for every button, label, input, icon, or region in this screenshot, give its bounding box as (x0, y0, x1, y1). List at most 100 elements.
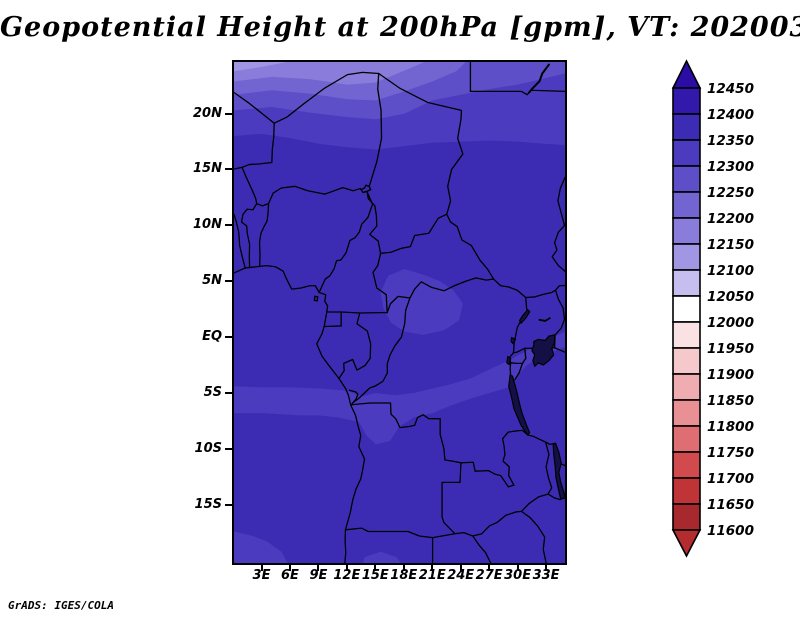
lon-tick-label: 3E (252, 568, 271, 583)
lon-tick-mark (431, 565, 434, 571)
border-sudan-car (447, 214, 494, 279)
lake-tanganyika (509, 375, 530, 435)
lon-tick-label: 18E (390, 568, 418, 583)
colorbar-box (672, 165, 701, 193)
border-car-drc (410, 278, 494, 298)
lat-tick-mark (225, 112, 232, 115)
border-algeria-niger-libya (274, 72, 379, 123)
colorbar-tick-label: 12050 (707, 289, 754, 305)
border-caprivi-zambezi (455, 533, 473, 536)
colorbar-box (672, 503, 701, 531)
lake-chad (361, 185, 370, 192)
border-sudan-drc (494, 279, 526, 297)
colorbar-box (672, 451, 701, 479)
lat-tick-label: 10N (193, 217, 222, 233)
lat-tick-mark (225, 447, 232, 450)
lon-tick-label: 21E (418, 568, 446, 583)
colorbar-tick-label: 12000 (707, 315, 754, 331)
colorbar-box (672, 295, 701, 323)
colorbar-box (672, 139, 701, 167)
colorbar-box (672, 243, 701, 271)
border-eq-guinea (325, 312, 341, 327)
border-nigeria-cameroon (319, 191, 372, 292)
colorbar: 12450 12400 12350 12300 12250 12200 12150 12100… (671, 59, 754, 558)
border-egypt-sudan (470, 90, 565, 94)
contour-band-12150-12200 (234, 62, 425, 85)
colorbar-tick-label: 11850 (707, 393, 754, 409)
colorbar-box (672, 217, 701, 245)
border-zimbabwe-mozambique (521, 511, 546, 563)
lon-tick-mark (516, 565, 519, 571)
border-cameroon-south (327, 312, 388, 313)
lat-tick-label: 15N (193, 161, 222, 177)
colorbar-box (672, 373, 701, 401)
border-zambia-mozambique (521, 494, 547, 511)
contour-bands-layer (234, 62, 565, 563)
colorbar-box (672, 399, 701, 427)
lake-malawi (553, 443, 565, 499)
border-algeria-mali (234, 92, 274, 123)
border-niger-chad (369, 74, 381, 187)
lon-tick-mark (317, 565, 320, 571)
colorbar-tick-label: 11650 (707, 497, 754, 513)
lat-tick-label: 15S (194, 496, 222, 512)
border-congo-drc (351, 298, 410, 405)
border-zambia-tanzania (528, 435, 546, 442)
border-benin-nigeria (260, 204, 269, 267)
border-chad-car (381, 214, 447, 253)
lon-tick-mark (345, 565, 348, 571)
border-cameroon-chad (367, 191, 381, 253)
lat-tick-mark (225, 336, 232, 339)
lon-tick-label: 12E (333, 568, 361, 583)
contour-patch-12300-12350 (234, 331, 565, 445)
colorbar-tick-label: 11750 (707, 445, 754, 461)
lon-tick-label: 30E (504, 568, 532, 583)
lat-tick-label: 20N (193, 105, 222, 121)
colorbar-tick-label: 12400 (707, 107, 754, 123)
border-cameroon-car (373, 253, 387, 312)
border-drc-zambia (461, 430, 528, 486)
country-borders-layer (234, 62, 565, 563)
contour-patch-12300-12350 (234, 531, 288, 563)
colorbar-tick-label: 12250 (707, 185, 754, 201)
border-zambia-zimbabwe (473, 511, 522, 536)
lat-tick-mark (225, 168, 232, 171)
lat-tick-label: 10S (194, 440, 222, 456)
lon-tick-mark (459, 565, 462, 571)
lon-tick-label: 27E (475, 568, 503, 583)
colorbar-arrow-top (671, 59, 702, 89)
border-ghana-togo (234, 214, 245, 268)
colorbar-tick-label: 12200 (707, 211, 754, 227)
plot-title: Geopotential Height at 200hPa [gpm], VT:… (0, 12, 800, 43)
bioko-island (314, 296, 317, 300)
colorbar-tick-label: 12100 (707, 263, 754, 279)
map-frame (232, 60, 567, 565)
nile-lake-nasser (529, 65, 549, 93)
lon-tick-mark (288, 565, 291, 571)
border-niger-nigeria (269, 186, 362, 203)
border-malawi-west (546, 442, 552, 494)
border-mali-niger (242, 123, 274, 167)
lon-tick-mark (545, 565, 548, 571)
lat-tick-mark (225, 280, 232, 283)
colorbar-tick-label: 11700 (707, 471, 754, 487)
border-malawi-south (548, 494, 560, 500)
contour-patch-12300-12350 (380, 268, 463, 335)
colorbar-tick-label: 12450 (707, 81, 754, 97)
colorbar-tick-label: 12150 (707, 237, 754, 253)
colorbar-tick-label: 11900 (707, 367, 754, 383)
colorbar-tick-label: 12350 (707, 133, 754, 149)
border-benin-burkina-niger (243, 204, 269, 215)
lon-tick-label: 24E (447, 568, 475, 583)
lat-tick-label: EQ (202, 329, 222, 345)
border-congo-car (387, 296, 410, 312)
border-chad-libya (379, 74, 462, 120)
lake-victoria (532, 335, 555, 366)
border-botswana-zimbabwe (473, 536, 492, 563)
colorbar-tick-label: 11950 (707, 341, 754, 357)
colorbar-box (672, 113, 701, 141)
lon-tick-mark (488, 565, 491, 571)
lat-tick-label: 5N (202, 273, 222, 289)
lon-tick-label: 9E (309, 568, 328, 583)
